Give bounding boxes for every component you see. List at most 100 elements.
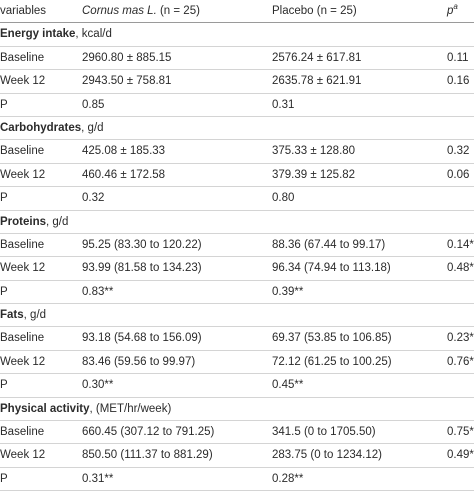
section-unit: , (MET/hr/week) [89,402,172,415]
placebo-value: 88.36 (67.44 to 99.17) [272,238,386,251]
section-title-group: Carbohydrates, g/d [0,117,104,139]
cornus-value: 95.25 (83.30 to 120.22) [82,238,202,251]
placebo-value: 0.39** [272,285,304,298]
placebo-value: 2635.78 ± 621.91 [272,75,362,88]
row-label: Week 12 [0,449,46,462]
header-p-letter: p [447,5,454,17]
table-row: Baseline 93.18 (54.68 to 156.09) 69.37 (53… [0,327,474,351]
table-row: P 0.32 0.80 [0,187,474,211]
p-value: 0.76* [447,355,474,368]
placebo-value: 341.5 (0 to 1705.50) [272,426,376,439]
cornus-value: 460.46 ± 172.58 [82,168,166,181]
p-value: 0.49* [447,449,474,462]
table-row: Baseline 2960.80 ± 885.15 2576.24 ± 617.81… [0,47,474,71]
table-row: Week 12 83.46 (59.56 to 99.97) 72.12 (61.2… [0,351,474,375]
cornus-value: 83.46 (59.56 to 99.97) [82,355,196,368]
cornus-value: 2943.50 ± 758.81 [82,75,172,88]
table-row: P 0.85 0.31 [0,94,474,117]
row-label: Week 12 [0,75,46,88]
p-value: 0.14* [447,238,474,251]
section-title-group: Fats, g/d [0,304,46,326]
section-title: Carbohydrates [0,121,82,134]
section-unit: , g/d [23,309,47,322]
section-row: Physical activity, (MET/hr/week) [0,398,474,422]
placebo-value: 0.31 [272,98,295,111]
section-title: Fats [0,309,24,322]
cornus-value: 0.31** [82,472,114,485]
section-row: Carbohydrates, g/d [0,117,474,141]
table-row: P 0.31** 0.28** [0,468,474,491]
p-value: 0.48* [447,262,474,275]
placebo-value: 283.75 (0 to 1234.12) [272,449,382,462]
placebo-value: 379.39 ± 125.82 [272,168,356,181]
header-cornus-group: Cornus mas L. (n = 25) [82,0,200,22]
header-cornus-n: (n = 25) [156,5,200,17]
section-unit: , kcal/d [75,28,112,41]
row-label: Baseline [0,238,45,251]
row-label: P [0,379,8,392]
cornus-value: 0.83** [82,285,114,298]
cornus-value: 660.45 (307.12 to 791.25) [82,426,215,439]
table-row: Baseline 95.25 (83.30 to 120.22) 88.36 (67… [0,234,474,258]
row-label: Baseline [0,332,45,345]
section-title-group: Energy intake, kcal/d [0,23,112,45]
p-value: 0.32 [447,145,470,158]
cornus-value: 0.32 [82,192,105,205]
table-header-row: variables Cornus mas L. (n = 25) Placebo… [0,0,474,24]
table-row: Baseline 425.08 ± 185.33 375.33 ± 128.80 0.… [0,140,474,164]
section-title: Energy intake [0,28,76,41]
placebo-value: 0.45** [272,379,304,392]
cornus-value: 850.50 (111.37 to 881.29) [82,449,213,462]
cornus-value: 0.85 [82,98,105,111]
cornus-value: 425.08 ± 185.33 [82,145,166,158]
placebo-value: 72.12 (61.25 to 100.25) [272,355,392,368]
placebo-value: 2576.24 ± 617.81 [272,51,362,64]
section-title: Physical activity [0,402,90,415]
table-row: P 0.83** 0.39** [0,281,474,305]
row-label: Week 12 [0,262,46,275]
header-placebo-group: Placebo (n = 25) [272,5,357,17]
table-body: Energy intake, kcal/d Baseline 2960.80 ± 8… [0,23,474,491]
table-row: Week 12 2943.50 ± 758.81 2635.78 ± 621.91 0… [0,70,474,94]
p-value: 0.11 [447,51,469,64]
placebo-value: 69.37 (53.85 to 106.85) [272,332,392,345]
table-row: P 0.30** 0.45** [0,374,474,398]
row-label: Baseline [0,426,45,439]
section-row: Proteins, g/d [0,211,474,234]
row-label: P [0,98,8,111]
cornus-value: 0.30** [82,379,114,392]
header-p-superscript: a [453,2,458,12]
row-label: Week 12 [0,168,46,181]
row-label: P [0,192,8,205]
section-title-group: Physical activity, (MET/hr/week) [0,398,171,420]
table-row: Week 12 850.50 (111.37 to 881.29) 283.75 (… [0,444,474,468]
row-label: P [0,285,8,298]
section-title: Proteins [0,215,47,228]
cornus-value: 93.18 (54.68 to 156.09) [82,332,202,345]
header-p-value: pa [447,0,458,22]
placebo-value: 0.28** [272,472,304,485]
row-label: Baseline [0,145,45,158]
p-value: 0.23* [447,332,474,345]
row-label: Week 12 [0,355,46,368]
table-row: Week 12 460.46 ± 172.58 379.39 ± 125.82 0.0… [0,164,474,188]
table-row: Week 12 93.99 (81.58 to 134.23) 96.34 (74.… [0,257,474,281]
p-value: 0.75* [447,426,474,439]
header-cornus-name: Cornus mas L. [82,5,157,17]
header-variables: variables [0,5,47,17]
section-unit: , g/d [81,121,104,134]
section-row: Fats, g/d [0,304,474,328]
table-row: Baseline 660.45 (307.12 to 791.25) 341.5 (… [0,421,474,445]
row-label: Baseline [0,51,45,64]
cornus-value: 93.99 (81.58 to 134.23) [82,262,202,275]
placebo-value: 0.80 [272,192,295,205]
placebo-value: 375.33 ± 128.80 [272,145,356,158]
p-value: 0.16 [447,75,470,88]
section-unit: , g/d [46,215,69,228]
placebo-value: 96.34 (74.94 to 113.18) [272,262,391,275]
section-title-group: Proteins, g/d [0,211,68,233]
p-value: 0.06 [447,168,470,181]
row-label: P [0,472,8,485]
section-row: Energy intake, kcal/d [0,23,474,47]
